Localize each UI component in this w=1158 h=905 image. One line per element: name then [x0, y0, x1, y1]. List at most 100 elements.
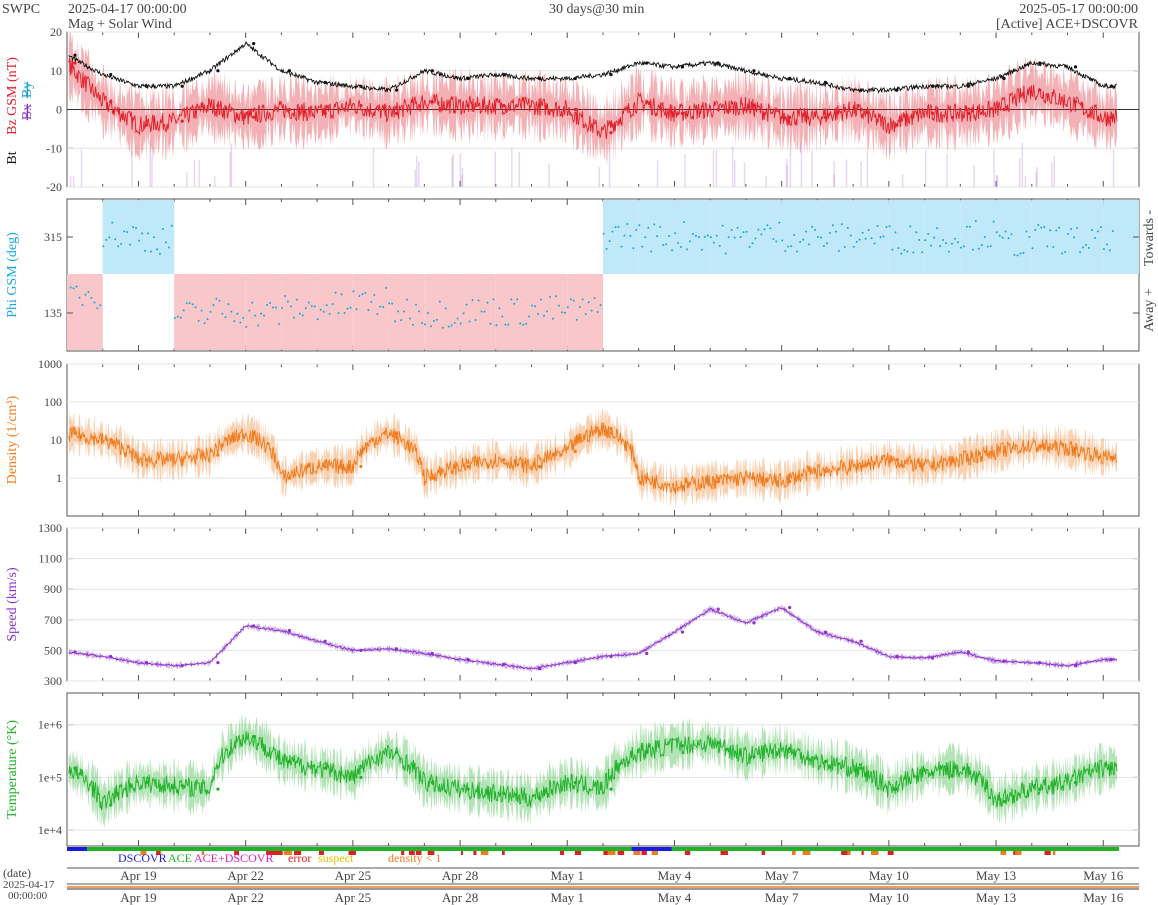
phi-point [927, 232, 930, 235]
temperature-point [823, 759, 828, 764]
temperature-point [716, 741, 720, 745]
phi-point [930, 244, 933, 247]
toward-sector-band [781, 200, 818, 274]
phi-point [1102, 248, 1105, 251]
phi-point [1022, 251, 1025, 254]
phi-point [1007, 237, 1010, 240]
phi-point [218, 299, 221, 302]
phi-point [909, 225, 912, 228]
phi-point [1034, 229, 1037, 232]
flag-mark [1014, 851, 1022, 855]
bt-point [680, 65, 685, 69]
phi-point [906, 250, 909, 253]
temperature-point [895, 787, 899, 791]
phi-point [983, 236, 986, 239]
bz-point [466, 104, 470, 108]
phi-point [1031, 247, 1034, 250]
phi-point [498, 307, 501, 310]
phi-point [808, 243, 811, 246]
phi-point [379, 305, 382, 308]
phi-point [599, 304, 602, 307]
temperature-point [966, 766, 970, 770]
phi-point [697, 236, 700, 239]
x-tick-label-lower: Apr 19 [120, 890, 156, 905]
phi-point [665, 243, 668, 246]
phi-point [146, 232, 149, 235]
density-point [716, 480, 720, 484]
phi-point [230, 310, 233, 313]
phi-point [986, 245, 989, 248]
flag-mark [559, 851, 565, 855]
temperature-point [502, 791, 506, 795]
phi-point [682, 221, 685, 224]
bt-point [359, 84, 363, 88]
bt-point [466, 76, 470, 81]
phi-point [358, 294, 361, 297]
bz-point [1073, 100, 1078, 104]
phi-point [280, 306, 283, 309]
phi-point [510, 298, 513, 301]
toward-sector-band [1067, 200, 1104, 274]
phi-point [718, 244, 721, 247]
temperature-point [1109, 766, 1113, 770]
density-point [1038, 444, 1042, 448]
phi-point [778, 221, 781, 224]
away-label: Away + [1142, 288, 1157, 332]
phi-point [492, 298, 495, 301]
phi-point [644, 236, 647, 239]
phi-point [117, 245, 120, 248]
phi-point [349, 306, 352, 309]
speed-point [430, 651, 434, 656]
phi-point [745, 230, 748, 233]
phi-point [614, 226, 617, 229]
phi-point [641, 245, 644, 248]
phi-point [239, 321, 242, 324]
phi-point [754, 237, 757, 240]
x-tick-label-lower: May 10 [869, 890, 909, 905]
phi-point [292, 316, 295, 319]
phi-point [203, 322, 206, 325]
phi-point [566, 306, 569, 309]
phi-point [513, 302, 516, 305]
y-tick-label: 1100 [38, 552, 62, 566]
phi-point [1079, 251, 1082, 254]
flag-mark [234, 851, 240, 855]
phi-point [790, 245, 793, 248]
phi-point [132, 225, 135, 228]
temperature-axis-label: Temperature (°K) [5, 720, 20, 819]
phi-point [215, 297, 218, 300]
legend-suspect: suspect [318, 851, 354, 865]
phi-point [504, 323, 507, 326]
phi-point [108, 236, 111, 239]
phi-point [537, 312, 540, 315]
y-tick-label: 315 [44, 230, 62, 244]
phi-point [471, 299, 474, 302]
legend-density: density < 1 [388, 851, 441, 865]
toward-sector-band [888, 200, 925, 274]
bt-point [1038, 61, 1042, 65]
x-tick-label-upper: Apr 22 [227, 868, 263, 883]
phi-point [864, 237, 867, 240]
phi-point [596, 310, 599, 313]
bt-point [573, 76, 577, 81]
bt-point [823, 80, 828, 84]
phi-point [141, 232, 144, 235]
temperature-point [645, 750, 649, 754]
density-point [109, 438, 113, 442]
away-sector-band [281, 274, 318, 350]
phi-point [191, 303, 194, 306]
phi-point [420, 321, 423, 324]
toward-sector-band [603, 200, 639, 274]
phi-point [861, 231, 864, 234]
speed-point [466, 657, 470, 662]
phi-point [1019, 252, 1022, 255]
phi-point [337, 312, 340, 315]
flag-mark [473, 851, 477, 855]
phi-point [1061, 252, 1064, 255]
phi-point [96, 307, 99, 310]
phi-point [391, 302, 394, 305]
x-tick-label-lower: May 1 [550, 890, 584, 905]
temperature-point [1002, 799, 1006, 804]
phi-point [444, 307, 447, 310]
speed-point [73, 650, 77, 654]
